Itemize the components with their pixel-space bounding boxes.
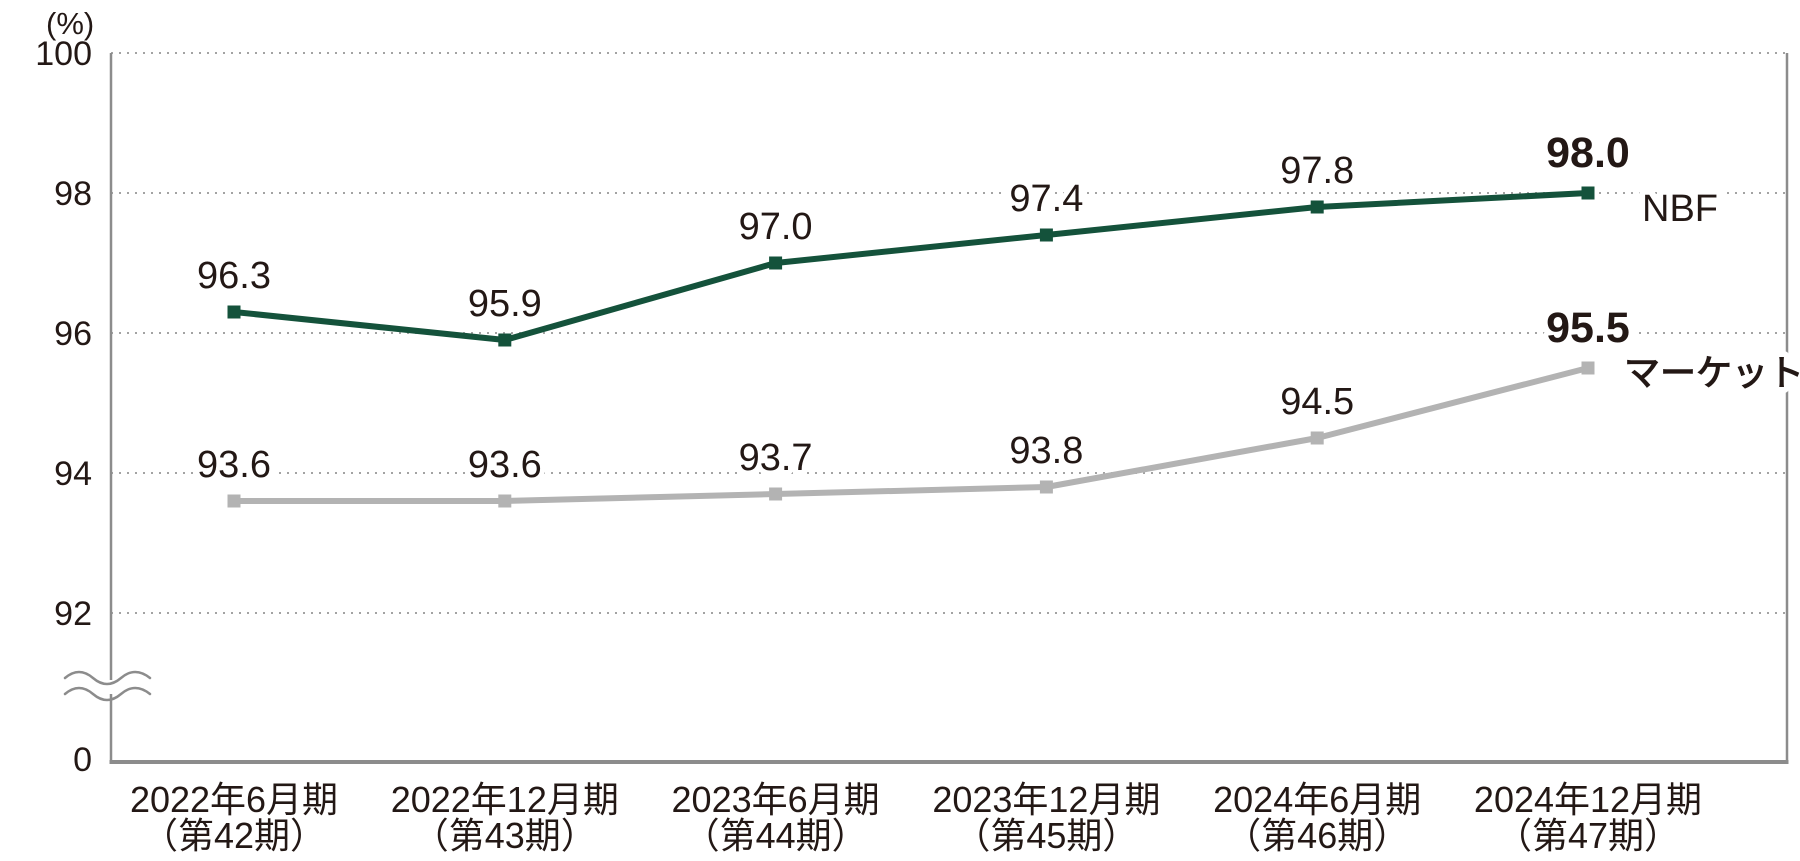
x-tick-label-3: 2023年12月期 (932, 779, 1160, 820)
market-marker-4 (1310, 431, 1324, 445)
nbf-marker-1 (498, 333, 512, 347)
market-line (231, 365, 1591, 504)
y-tick-label-94: 94 (54, 455, 92, 493)
legend-market: マーケット (1624, 352, 1800, 393)
market-value-label-4: 94.5 (1280, 381, 1354, 423)
y-tick-label-100: 100 (35, 35, 92, 73)
market-marker-1 (498, 494, 512, 508)
nbf-marker-2 (769, 256, 783, 270)
x-tick-label-4: 2024年6月期 (1213, 779, 1421, 820)
market-marker-3 (1039, 480, 1053, 494)
market-value-label-5: 95.5 (1546, 304, 1630, 352)
market-value-label-1: 93.6 (468, 444, 542, 486)
nbf-value-label-1: 95.9 (468, 283, 542, 325)
x-tick-sublabel-1: （第43期） (413, 815, 597, 856)
y-axis-unit-label: (%) (46, 6, 94, 41)
nbf-marker-5 (1581, 186, 1595, 200)
legend-nbf: NBF (1642, 188, 1718, 230)
x-tick-sublabel-0: （第42期） (142, 815, 326, 856)
nbf-value-label-5: 98.0 (1546, 129, 1630, 177)
market-marker-0 (227, 494, 241, 508)
y-tick-label-96: 96 (54, 315, 92, 353)
x-tick-sublabel-2: （第44期） (684, 815, 868, 856)
nbf-marker-4 (1310, 200, 1324, 214)
x-tick-label-0: 2022年6月期 (130, 779, 338, 820)
x-tick-sublabel-5: （第47期） (1496, 815, 1680, 856)
y-tick-label-92: 92 (54, 595, 92, 633)
nbf-marker-3 (1039, 228, 1053, 242)
nbf-line (231, 190, 1591, 343)
y-tick-label-98: 98 (54, 175, 92, 213)
nbf-value-label-4: 97.8 (1280, 150, 1354, 192)
x-tick-sublabel-4: （第46期） (1225, 815, 1409, 856)
market-value-label-2: 93.7 (739, 437, 813, 479)
axis-break-wave-bottom (63, 686, 152, 702)
nbf-value-label-0: 96.3 (197, 255, 271, 297)
x-tick-sublabel-3: （第45期） (954, 815, 1138, 856)
market-value-label-0: 93.6 (197, 444, 271, 486)
y-axis-zero-label: 0 (73, 741, 92, 779)
x-tick-label-5: 2024年12月期 (1474, 779, 1702, 820)
market-value-label-3: 93.8 (1009, 430, 1083, 472)
axis-break-gap (100, 680, 122, 694)
market-marker-5 (1581, 361, 1595, 375)
market-marker-2 (769, 487, 783, 501)
x-tick-label-1: 2022年12月期 (391, 779, 619, 820)
nbf-value-label-3: 97.4 (1009, 178, 1083, 220)
nbf-marker-0 (227, 305, 241, 319)
nbf-value-label-2: 97.0 (739, 206, 813, 248)
axis-break-wave-top (63, 670, 152, 686)
x-tick-label-2: 2023年6月期 (672, 779, 880, 820)
